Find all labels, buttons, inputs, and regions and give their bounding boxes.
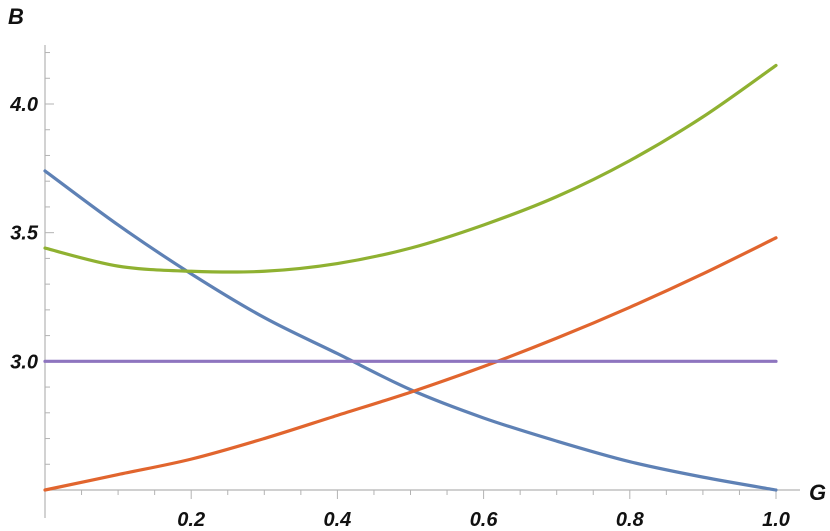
x-tick-label: 0.8 (616, 509, 645, 531)
x-axis-label: G (809, 480, 826, 505)
y-tick-label: 4.0 (9, 94, 38, 116)
series-line-blue (43, 169, 778, 492)
y-tick-label: 3.0 (10, 351, 38, 373)
x-tick-label: 0.6 (470, 509, 499, 531)
x-tick-label: 0.2 (177, 509, 205, 531)
x-tick-label: 0.4 (323, 509, 351, 531)
labels: 0.2 0.4 0.6 0.8 1.0 3.0 3.5 4.0 B G (8, 4, 826, 531)
series-line-orange (43, 236, 778, 492)
axes (44, 45, 800, 518)
x-tick-label: 1.0 (762, 509, 790, 531)
series-group (43, 63, 778, 492)
y-tick-label: 3.5 (10, 223, 39, 245)
series-line-green (43, 63, 778, 274)
y-axis-label: B (8, 4, 24, 29)
